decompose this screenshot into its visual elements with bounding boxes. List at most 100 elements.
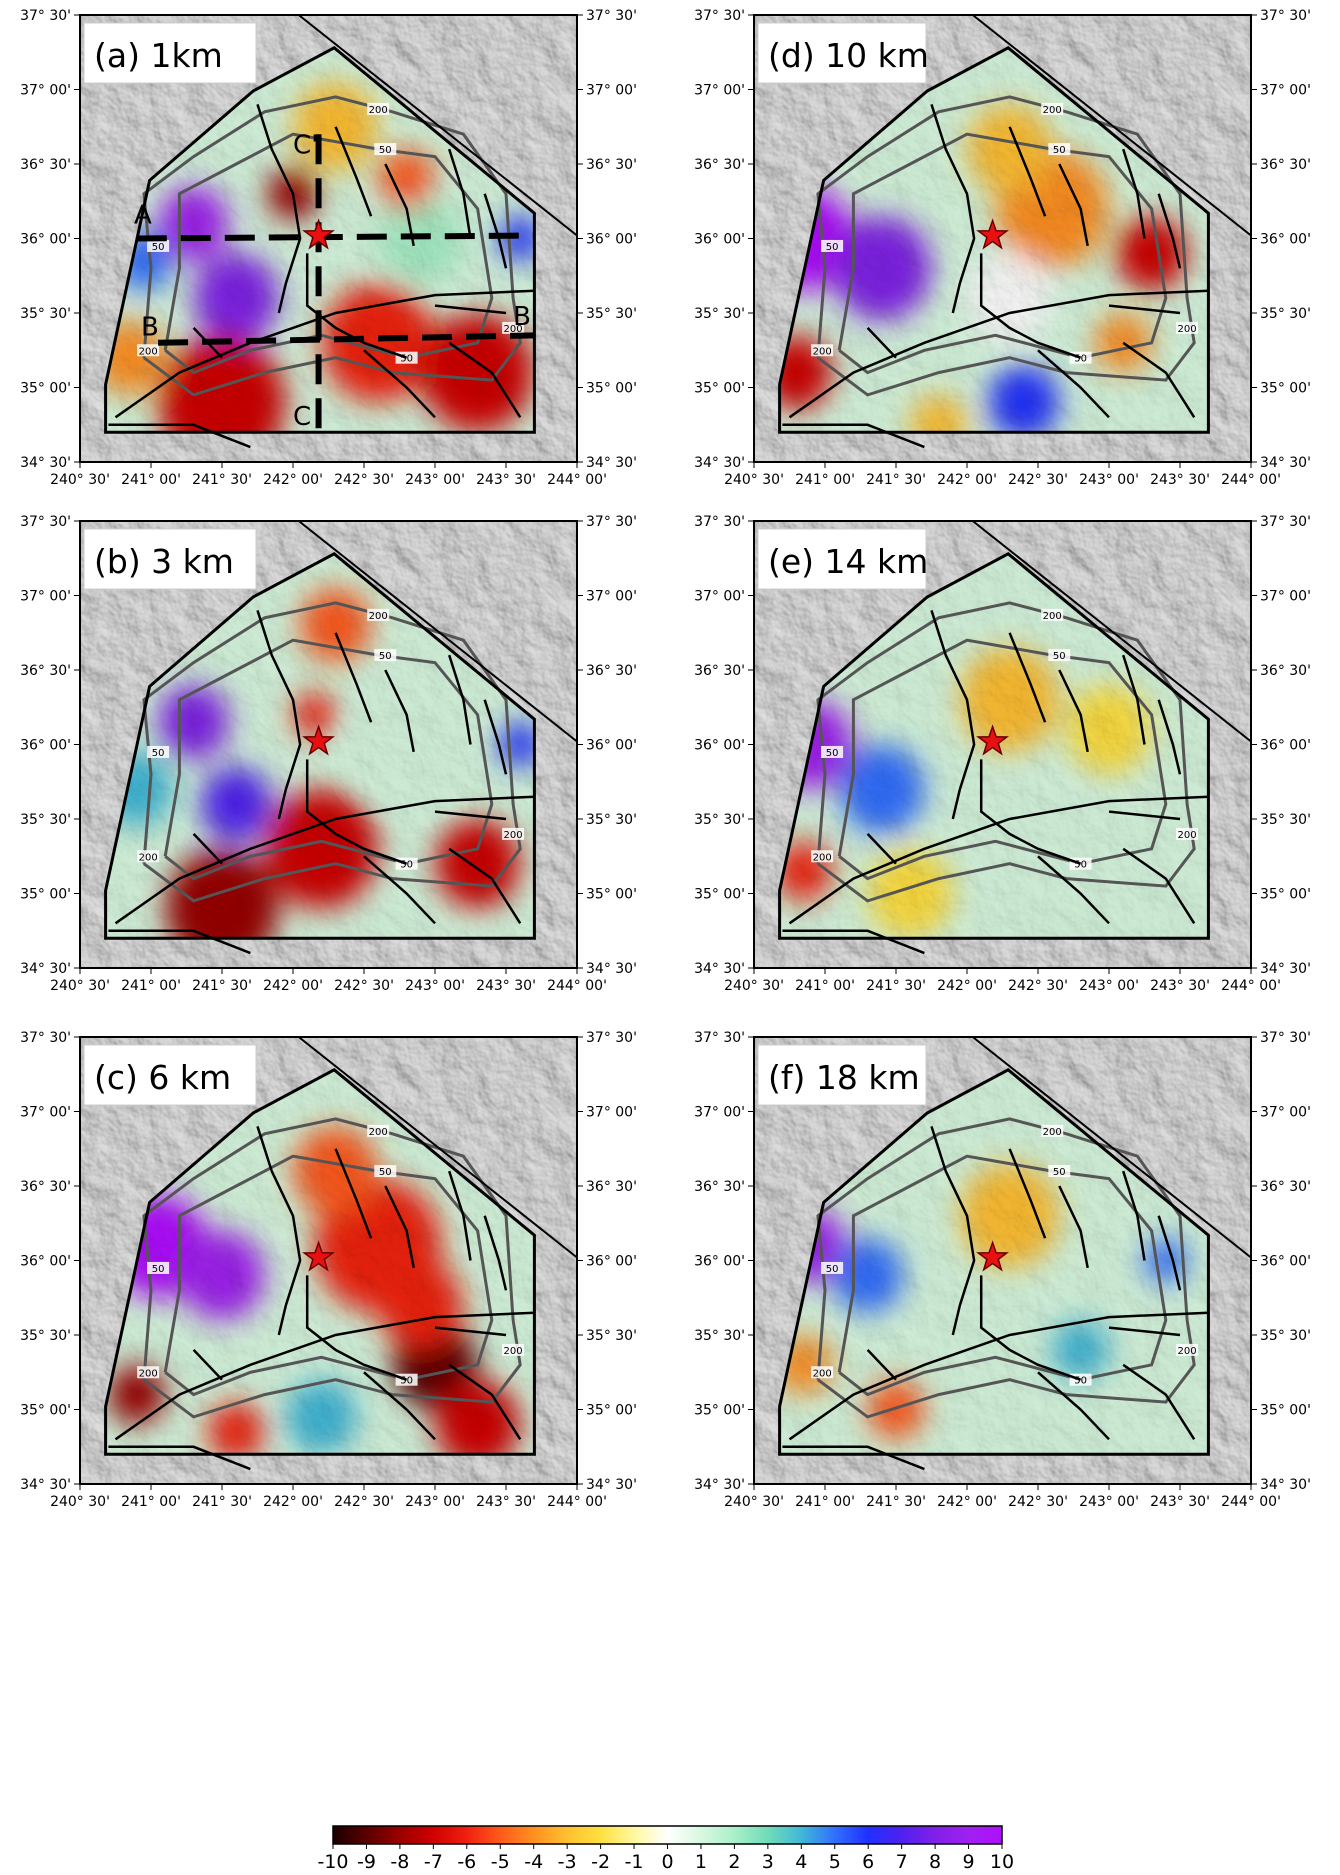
lat-tick-label: 36° 30' <box>1260 1179 1311 1195</box>
lon-tick-label: 243° 00' <box>405 1494 465 1510</box>
lat-tick-label: 36° 30' <box>586 663 637 679</box>
lon-tick-label: 240° 30' <box>50 1494 110 1510</box>
lon-tick-label: 240° 30' <box>724 1494 784 1510</box>
contour-label: 200 <box>813 346 832 357</box>
colorbar-tick-label: 1 <box>695 1851 707 1871</box>
lon-tick-label: 244° 00' <box>547 472 607 488</box>
lat-tick-label: 34° 30' <box>586 1477 637 1493</box>
contour-label: 200 <box>369 1127 388 1138</box>
contour-label: 200 <box>813 852 832 863</box>
colorbar-tick-label: -8 <box>390 1851 409 1871</box>
lat-tick-label: 37° 30' <box>20 8 71 24</box>
colorbar-tick-label: 5 <box>829 1851 841 1871</box>
panel-label: (a) 1km <box>94 36 223 75</box>
contour-label: 50 <box>826 242 839 253</box>
contour-label: 50 <box>379 145 392 156</box>
lat-tick-label: 35° 30' <box>586 812 637 828</box>
lon-tick-label: 242° 00' <box>937 1494 997 1510</box>
contour-label: 50 <box>826 748 839 759</box>
colorbar-tick-label: -6 <box>457 1851 476 1871</box>
lon-tick-label: 243° 00' <box>405 472 465 488</box>
lat-tick-label: 37° 00' <box>694 1105 745 1121</box>
lon-tick-label: 240° 30' <box>50 978 110 994</box>
lat-tick-label: 35° 30' <box>1260 306 1311 322</box>
contour-label: 50 <box>1053 1167 1066 1178</box>
lon-tick-label: 244° 00' <box>547 1494 607 1510</box>
contour-label: 50 <box>152 1264 165 1275</box>
lon-tick-label: 243° 00' <box>1079 472 1139 488</box>
section-label: B' <box>513 302 538 332</box>
lon-tick-label: 243° 00' <box>1079 1494 1139 1510</box>
section-label: C' <box>293 131 318 161</box>
lat-tick-label: 36° 00' <box>586 232 637 248</box>
contour-label: 200 <box>139 346 158 357</box>
lat-tick-label: 37° 30' <box>586 514 637 530</box>
lat-tick-label: 35° 00' <box>586 381 637 397</box>
lon-tick-label: 241° 30' <box>866 472 926 488</box>
colorbar-tick-label: 4 <box>795 1851 807 1871</box>
lon-tick-label: 242° 30' <box>334 472 394 488</box>
colorbar-tick-label: -7 <box>424 1851 443 1871</box>
lat-tick-label: 34° 30' <box>694 1477 745 1493</box>
colorbar-tick-label: 8 <box>929 1851 941 1871</box>
lat-tick-label: 36° 00' <box>20 232 71 248</box>
contour-label: 200 <box>1178 324 1197 335</box>
figure: 200505020050200AC'BB'C(a) 1km240° 30'241… <box>0 0 1340 1871</box>
lat-tick-label: 37° 30' <box>20 1030 71 1046</box>
lat-tick-label: 36° 30' <box>694 157 745 173</box>
lat-tick-label: 35° 00' <box>20 381 71 397</box>
colorbar-tick-label: 6 <box>862 1851 874 1871</box>
lat-tick-label: 37° 30' <box>694 8 745 24</box>
lat-tick-label: 37° 00' <box>694 83 745 99</box>
colorbar-tick-label: -10 <box>317 1851 348 1871</box>
lat-tick-label: 37° 00' <box>694 589 745 605</box>
panel-label: (c) 6 km <box>94 1058 231 1097</box>
contour-label: 200 <box>1043 1127 1062 1138</box>
lat-tick-label: 37° 00' <box>1260 83 1311 99</box>
lon-tick-label: 241° 00' <box>795 472 855 488</box>
lon-tick-label: 241° 00' <box>795 1494 855 1510</box>
lat-tick-label: 36° 00' <box>1260 232 1311 248</box>
lat-tick-label: 37° 30' <box>1260 514 1311 530</box>
lat-tick-label: 37° 00' <box>20 589 71 605</box>
lat-tick-label: 36° 30' <box>586 157 637 173</box>
lat-tick-label: 36° 30' <box>1260 157 1311 173</box>
map-panel: 200505020050200AC'BB'C(a) 1km240° 30'241… <box>20 8 637 488</box>
contour-label: 200 <box>1043 611 1062 622</box>
contour-label: 50 <box>152 748 165 759</box>
contour-label: 200 <box>369 105 388 116</box>
colorbar-tick-label: -1 <box>625 1851 644 1871</box>
lon-tick-label: 242° 30' <box>334 1494 394 1510</box>
lon-tick-label: 244° 00' <box>1221 1494 1281 1510</box>
colorbar-tick-label: -3 <box>558 1851 577 1871</box>
lon-tick-label: 241° 00' <box>121 1494 181 1510</box>
lon-tick-label: 243° 30' <box>476 472 536 488</box>
colorbar-tick-label: -2 <box>591 1851 610 1871</box>
lon-tick-label: 240° 30' <box>50 472 110 488</box>
colorbar-tick-label: 9 <box>963 1851 975 1871</box>
lat-tick-label: 35° 00' <box>586 887 637 903</box>
lat-tick-label: 36° 00' <box>694 738 745 754</box>
lat-tick-label: 36° 30' <box>20 663 71 679</box>
lat-tick-label: 35° 30' <box>20 1328 71 1344</box>
lat-tick-label: 36° 30' <box>20 157 71 173</box>
lat-tick-label: 34° 30' <box>586 961 637 977</box>
lat-tick-label: 36° 30' <box>694 1179 745 1195</box>
map-panel: 200505020050200(e) 14 km240° 30'241° 00'… <box>694 514 1311 994</box>
lat-tick-label: 37° 00' <box>586 83 637 99</box>
lon-tick-label: 242° 00' <box>263 472 323 488</box>
lat-tick-label: 37° 30' <box>1260 1030 1311 1046</box>
lat-tick-label: 34° 30' <box>1260 1477 1311 1493</box>
lat-tick-label: 37° 00' <box>20 83 71 99</box>
lon-tick-label: 243° 30' <box>1150 978 1210 994</box>
lon-tick-label: 242° 00' <box>937 472 997 488</box>
lat-tick-label: 34° 30' <box>20 455 71 471</box>
lat-tick-label: 35° 30' <box>20 306 71 322</box>
colorbar-tick-label: -9 <box>357 1851 376 1871</box>
lon-tick-label: 242° 30' <box>1008 1494 1068 1510</box>
contour-label: 50 <box>379 651 392 662</box>
lon-tick-label: 243° 30' <box>476 1494 536 1510</box>
section-label: A <box>134 201 152 231</box>
panel-label: (f) 18 km <box>768 1058 920 1097</box>
